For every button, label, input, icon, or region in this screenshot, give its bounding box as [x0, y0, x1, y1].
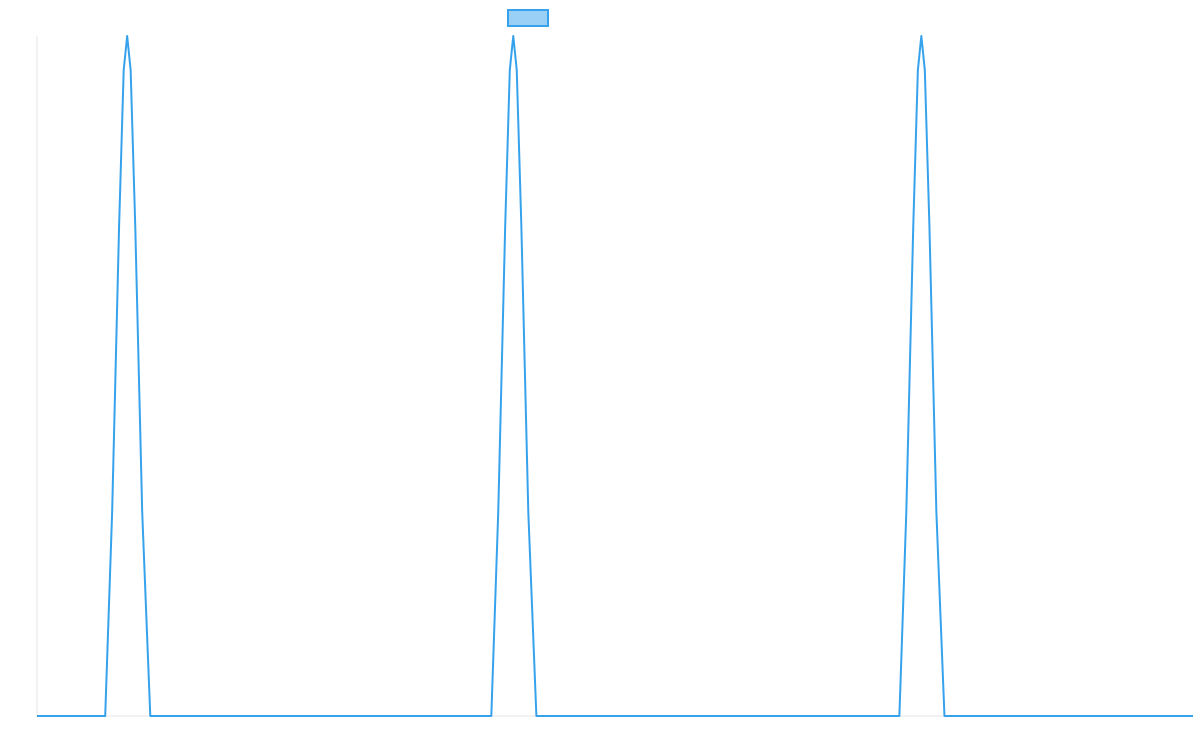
legend-swatch[interactable] — [507, 9, 549, 27]
line-series — [37, 35, 1193, 717]
